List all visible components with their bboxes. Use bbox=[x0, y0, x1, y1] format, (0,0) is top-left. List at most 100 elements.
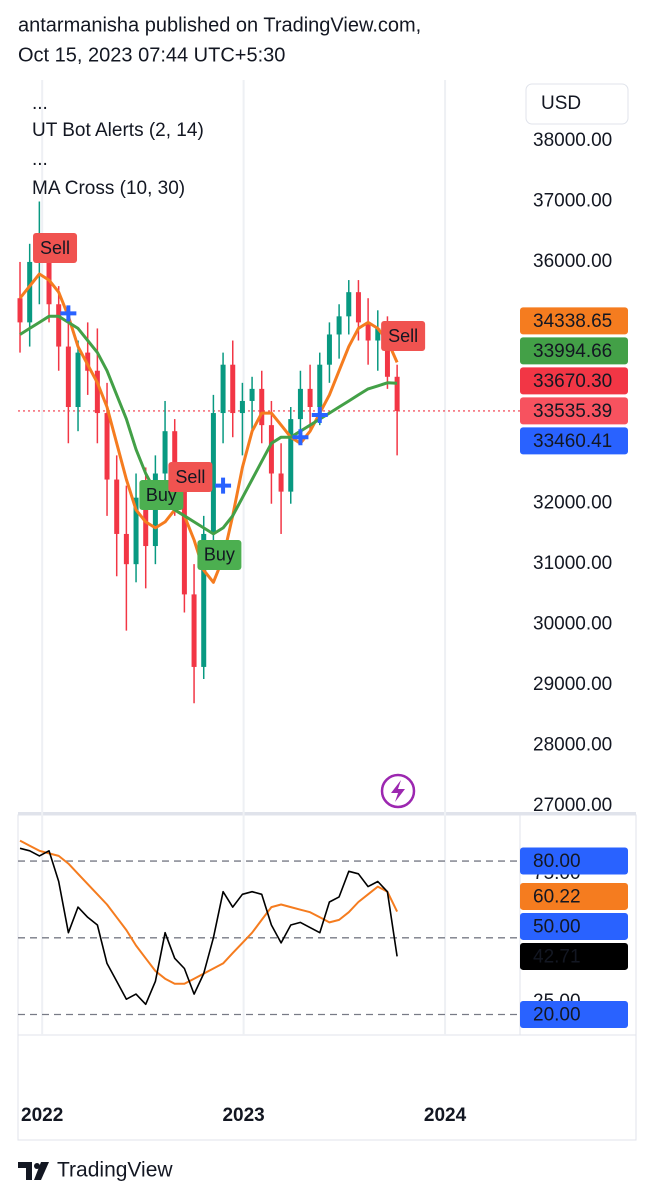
candle-body bbox=[355, 292, 361, 323]
indicator-line bbox=[19, 847, 398, 1006]
price-badge-label: 80.00 bbox=[533, 851, 581, 872]
candle-body bbox=[365, 322, 371, 341]
price-badge bbox=[520, 397, 628, 425]
signal-box bbox=[197, 539, 242, 570]
price-badge-label: 33670.30 bbox=[533, 371, 612, 392]
price-badge bbox=[520, 912, 628, 940]
candle-body bbox=[336, 316, 342, 335]
currency-label[interactable]: USD bbox=[541, 93, 581, 114]
candle-body bbox=[27, 261, 33, 323]
indicator-line bbox=[19, 839, 398, 985]
ma-line bbox=[19, 314, 398, 536]
logo-mark bbox=[18, 1162, 32, 1180]
candle-body bbox=[297, 388, 303, 420]
footer-logo: TradingView bbox=[18, 1159, 173, 1182]
icon-bolt[interactable] bbox=[391, 780, 405, 802]
y-tick-label: 38000.00 bbox=[533, 130, 612, 151]
y-tick-label: 30000.00 bbox=[533, 614, 612, 635]
x-tick-label: 2022 bbox=[21, 1105, 63, 1126]
y-tick-label: 32000.00 bbox=[533, 493, 612, 514]
grid bbox=[18, 80, 520, 1035]
price-badge bbox=[520, 367, 628, 395]
candle-body bbox=[307, 388, 313, 408]
signal-label: Sell bbox=[175, 467, 205, 487]
price-badge bbox=[520, 337, 628, 365]
lightning-icon[interactable] bbox=[380, 773, 416, 809]
candle-body bbox=[259, 388, 265, 426]
price-badge bbox=[520, 847, 628, 875]
price-badge-label: 50.00 bbox=[533, 916, 581, 937]
legend-item[interactable]: ... bbox=[32, 93, 48, 114]
currency-button[interactable]: USD bbox=[525, 83, 629, 125]
ma-cross bbox=[215, 477, 232, 494]
signal-box bbox=[33, 233, 78, 264]
price-badge bbox=[520, 1001, 628, 1029]
marks bbox=[17, 201, 400, 1006]
candle-body bbox=[123, 533, 129, 565]
candle-body bbox=[65, 346, 71, 408]
signal-label: Sell bbox=[40, 238, 70, 258]
candle-body bbox=[46, 249, 52, 305]
x-tick-label: 2024 bbox=[424, 1105, 467, 1126]
y-tick-label: 27000.00 bbox=[533, 795, 612, 816]
candle-body bbox=[317, 364, 323, 408]
frame bbox=[17, 812, 637, 1141]
y-tick-label: 29000.00 bbox=[533, 674, 612, 695]
candle-body bbox=[104, 413, 110, 480]
candle-body bbox=[133, 497, 139, 565]
price-badge-label: 34338.65 bbox=[533, 311, 612, 332]
y-tick-label: 36000.00 bbox=[533, 251, 612, 272]
candle-body bbox=[162, 431, 168, 474]
candle-body bbox=[230, 364, 236, 414]
logo-mark bbox=[34, 1163, 40, 1169]
candle-body bbox=[394, 376, 400, 411]
button-frame[interactable] bbox=[525, 83, 629, 125]
price-badge-label: 33535.39 bbox=[533, 401, 612, 422]
legend-item[interactable]: UT Bot Alerts (2, 14) bbox=[32, 120, 204, 141]
y-tick-label: 31000.00 bbox=[533, 553, 612, 574]
ma-cross bbox=[311, 407, 328, 424]
candle-body bbox=[210, 413, 216, 534]
legend-item[interactable]: MA Cross (10, 30) bbox=[32, 178, 185, 199]
y-tick-label: 37000.00 bbox=[533, 191, 612, 212]
logo-mark bbox=[34, 1162, 49, 1180]
candle-body bbox=[56, 304, 62, 347]
legend-item[interactable]: ... bbox=[32, 149, 48, 170]
candle-body bbox=[384, 328, 390, 377]
price-badge-label: 60.22 bbox=[533, 886, 581, 907]
price-badge-label: 33460.41 bbox=[533, 431, 612, 452]
candle-body bbox=[346, 292, 352, 317]
candle-body bbox=[191, 594, 197, 667]
candle-body bbox=[75, 352, 81, 408]
candle-body bbox=[94, 370, 100, 414]
price-badge bbox=[520, 307, 628, 335]
candle-body bbox=[172, 431, 178, 492]
candle-body bbox=[181, 491, 187, 595]
price-badge-label: 33994.66 bbox=[533, 341, 612, 362]
candle-body bbox=[288, 419, 294, 492]
signal-box bbox=[168, 462, 213, 493]
ma-cross bbox=[60, 305, 77, 322]
candle-body bbox=[249, 388, 255, 401]
pane-separator bbox=[18, 812, 636, 815]
candle-body bbox=[268, 425, 274, 474]
x-tick-label: 2023 bbox=[222, 1105, 264, 1126]
candle-body bbox=[220, 364, 226, 414]
candle-body bbox=[239, 400, 245, 414]
candle-body bbox=[375, 328, 381, 341]
ma-cross bbox=[292, 429, 309, 446]
candle-body bbox=[114, 479, 120, 534]
candle-body bbox=[326, 334, 332, 365]
price-badge-label: 42.71 bbox=[533, 946, 581, 967]
signal-label: Sell bbox=[388, 326, 418, 346]
price-badge-label: 20.00 bbox=[533, 1005, 581, 1026]
signal-box bbox=[381, 321, 426, 352]
labels: 20222023202438000.0037000.0036000.003500… bbox=[21, 130, 628, 1126]
signal-label: Buy bbox=[204, 545, 235, 565]
ma-line bbox=[18, 272, 399, 584]
y-tick-label: 28000.00 bbox=[533, 735, 612, 756]
candle-body bbox=[17, 298, 23, 323]
price-badge bbox=[520, 882, 628, 910]
